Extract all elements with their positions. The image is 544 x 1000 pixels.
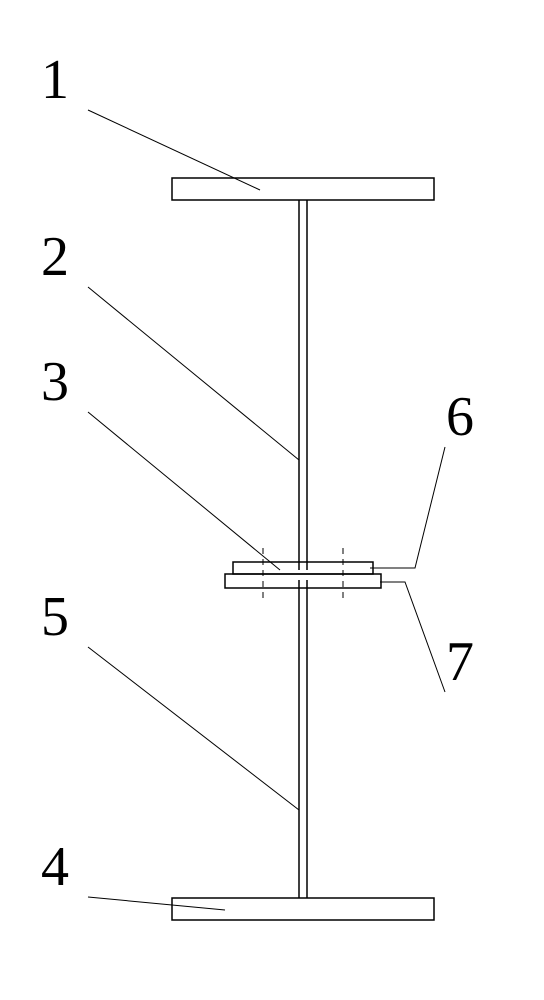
label-5: 5 [41,586,69,648]
leader-l3 [88,412,280,570]
leader-l6 [370,447,445,568]
top-plate [172,178,434,200]
label-7: 7 [446,631,474,693]
label-4: 4 [41,836,69,898]
label-3: 3 [41,351,69,413]
leader-l2 [88,287,299,460]
leader-l4 [88,897,225,910]
flange-lower [225,574,381,588]
label-2: 2 [41,226,69,288]
label-1: 1 [41,49,69,111]
leader-l7 [380,582,445,692]
leader-l5 [88,647,299,810]
label-6: 6 [446,386,474,448]
flange-upper [233,562,373,574]
